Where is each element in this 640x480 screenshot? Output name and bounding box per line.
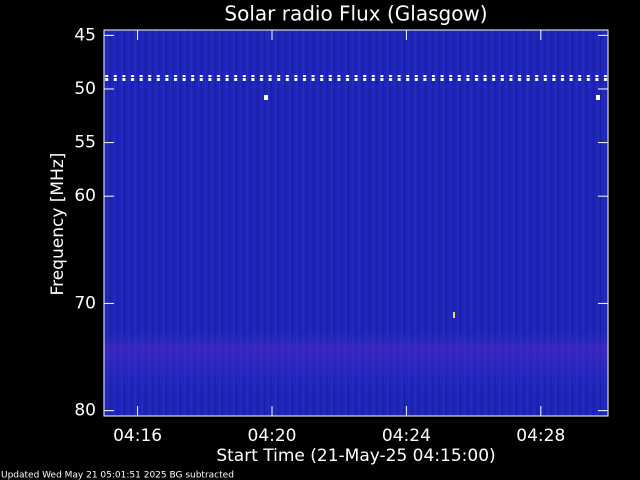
y-tick-label: 45: [74, 25, 96, 45]
x-tick-label: 04:28: [516, 426, 565, 446]
interference-line: [104, 75, 608, 81]
x-tick-label: 04:24: [382, 426, 431, 446]
y-axis-label: Frequency [MHz]: [48, 153, 68, 296]
x-axis-label: Start Time (21-May-25 04:15:00): [216, 446, 495, 466]
low-frequency-band: [104, 330, 608, 390]
footer: Updated Wed May 21 05:01:51 2025 BG subt…: [1, 471, 234, 480]
chart-title: Solar radio Flux (Glasgow): [224, 2, 487, 26]
y-tick-label: 70: [74, 293, 96, 313]
plot-frame: [103, 29, 609, 417]
interference-spot: [596, 95, 600, 100]
y-tick-label: 50: [74, 79, 96, 99]
y-tick-label: 55: [74, 133, 96, 153]
x-tick-label: 04:16: [113, 426, 162, 446]
x-tick-label: 04:20: [248, 426, 297, 446]
interference-spot: [453, 312, 455, 318]
y-tick-label: 80: [74, 401, 96, 421]
spectrogram-image: [104, 30, 608, 416]
y-tick-label: 60: [74, 186, 96, 206]
interference-spot: [264, 95, 268, 100]
